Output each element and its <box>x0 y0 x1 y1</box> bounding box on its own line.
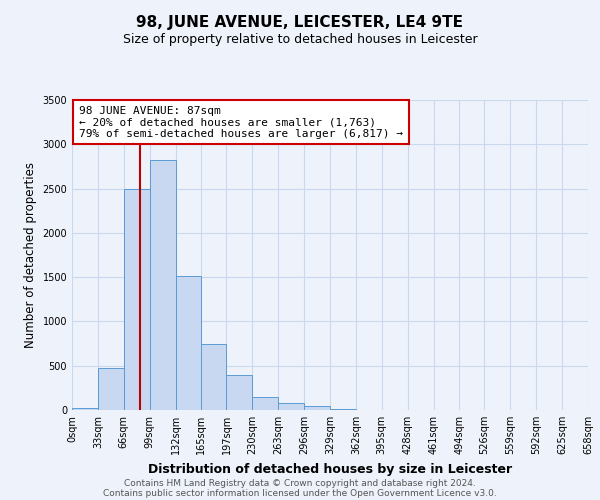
Bar <box>124 188 149 410</box>
Bar <box>304 406 330 410</box>
Text: Contains public sector information licensed under the Open Government Licence v3: Contains public sector information licen… <box>103 488 497 498</box>
Bar <box>226 376 253 410</box>
Text: 98, JUNE AVENUE, LEICESTER, LE4 9TE: 98, JUNE AVENUE, LEICESTER, LE4 9TE <box>137 15 464 30</box>
Bar <box>149 160 176 410</box>
Text: Size of property relative to detached houses in Leicester: Size of property relative to detached ho… <box>122 32 478 46</box>
Text: 98 JUNE AVENUE: 87sqm
← 20% of detached houses are smaller (1,763)
79% of semi-d: 98 JUNE AVENUE: 87sqm ← 20% of detached … <box>79 106 403 139</box>
Y-axis label: Number of detached properties: Number of detached properties <box>24 162 37 348</box>
Bar <box>176 276 202 410</box>
Bar <box>72 408 98 410</box>
Text: Contains HM Land Registry data © Crown copyright and database right 2024.: Contains HM Land Registry data © Crown c… <box>124 478 476 488</box>
Bar <box>202 344 226 410</box>
Bar <box>278 404 304 410</box>
X-axis label: Distribution of detached houses by size in Leicester: Distribution of detached houses by size … <box>148 462 512 475</box>
Bar <box>330 409 356 410</box>
Bar <box>98 368 124 410</box>
Bar <box>253 396 278 410</box>
